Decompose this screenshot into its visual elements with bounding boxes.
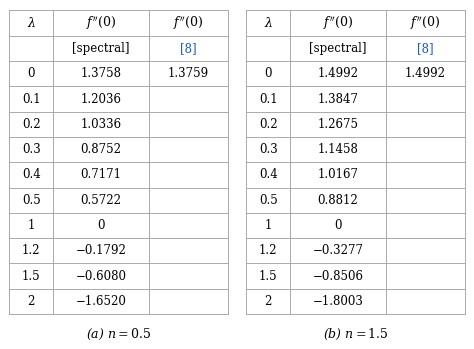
Text: $\lambda$: $\lambda$ [27, 16, 36, 30]
Text: (a) $n = 0.5$: (a) $n = 0.5$ [86, 327, 151, 342]
Text: [spectral]: [spectral] [310, 42, 367, 55]
Text: −1.8003: −1.8003 [313, 295, 364, 308]
Text: 0.4: 0.4 [22, 169, 41, 181]
Text: 0.4: 0.4 [259, 169, 278, 181]
Text: 2: 2 [27, 295, 35, 308]
Text: 0.3: 0.3 [259, 143, 278, 156]
Text: 0.8812: 0.8812 [318, 194, 358, 207]
Text: $\lambda$: $\lambda$ [264, 16, 273, 30]
Text: 1: 1 [264, 219, 272, 232]
Text: 0: 0 [27, 67, 35, 80]
Text: $f''(0)$: $f''(0)$ [173, 14, 203, 32]
Text: [8]: [8] [417, 42, 434, 55]
Text: 0: 0 [264, 67, 272, 80]
Text: [8]: [8] [180, 42, 197, 55]
Text: 1.4992: 1.4992 [405, 67, 446, 80]
Text: −0.6080: −0.6080 [75, 270, 127, 283]
Text: 0.8752: 0.8752 [81, 143, 121, 156]
Text: $f''(0)$: $f''(0)$ [86, 14, 116, 32]
Text: 0: 0 [97, 219, 105, 232]
Text: 1.4992: 1.4992 [318, 67, 358, 80]
Text: 1.2675: 1.2675 [318, 118, 358, 131]
Text: 1.3759: 1.3759 [168, 67, 209, 80]
Text: 2: 2 [264, 295, 272, 308]
Text: 1.1458: 1.1458 [318, 143, 358, 156]
Text: −0.3277: −0.3277 [312, 244, 364, 257]
Text: $f''(0)$: $f''(0)$ [410, 14, 440, 32]
Text: [spectral]: [spectral] [73, 42, 130, 55]
Text: 0: 0 [334, 219, 342, 232]
Text: −1.6520: −1.6520 [76, 295, 127, 308]
Text: 1: 1 [27, 219, 35, 232]
Text: 1.5: 1.5 [22, 270, 41, 283]
Text: 1.0167: 1.0167 [318, 169, 358, 181]
Text: 0.2: 0.2 [22, 118, 41, 131]
Text: −0.1792: −0.1792 [76, 244, 127, 257]
Text: 1.5: 1.5 [259, 270, 278, 283]
Text: 0.5: 0.5 [22, 194, 41, 207]
Text: 0.5: 0.5 [259, 194, 278, 207]
Text: 1.2036: 1.2036 [81, 92, 121, 105]
Text: 1.3758: 1.3758 [81, 67, 121, 80]
Text: (b) $n = 1.5$: (b) $n = 1.5$ [323, 327, 388, 342]
Text: 1.2: 1.2 [259, 244, 278, 257]
Text: 0.3: 0.3 [22, 143, 41, 156]
Text: 0.7171: 0.7171 [81, 169, 121, 181]
Text: 0.1: 0.1 [22, 92, 41, 105]
Text: −0.8506: −0.8506 [312, 270, 364, 283]
Text: 1.0336: 1.0336 [81, 118, 122, 131]
Text: $f''(0)$: $f''(0)$ [323, 14, 353, 32]
Text: 0.5722: 0.5722 [81, 194, 121, 207]
Text: 1.2: 1.2 [22, 244, 41, 257]
Text: 1.3847: 1.3847 [318, 92, 358, 105]
Text: 0.1: 0.1 [259, 92, 278, 105]
Text: 0.2: 0.2 [259, 118, 278, 131]
